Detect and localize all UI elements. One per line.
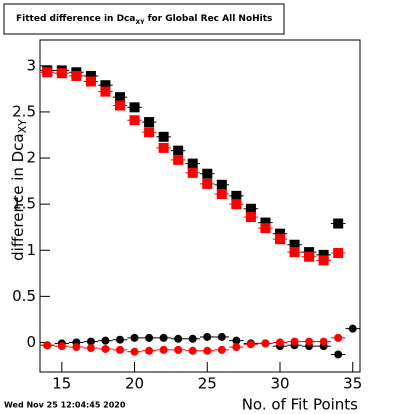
circle-marker bbox=[261, 339, 270, 348]
circle-marker bbox=[174, 334, 183, 343]
circle-marker bbox=[246, 340, 255, 349]
y-tick-label: 1 bbox=[26, 241, 36, 259]
plot-frame bbox=[39, 39, 361, 373]
square-marker bbox=[318, 255, 329, 266]
circle-marker bbox=[72, 343, 81, 352]
square-marker bbox=[202, 178, 213, 189]
y-tick-label: 0.5 bbox=[12, 287, 36, 305]
square-marker bbox=[304, 251, 315, 262]
circle-marker bbox=[86, 344, 95, 353]
y-tick-label: 3 bbox=[26, 56, 36, 74]
square-marker bbox=[245, 212, 256, 223]
square-marker bbox=[129, 115, 140, 126]
square-marker bbox=[173, 145, 184, 156]
square-marker bbox=[85, 76, 96, 87]
circle-marker bbox=[348, 324, 357, 333]
circle-marker bbox=[101, 336, 110, 345]
circle-marker bbox=[334, 350, 343, 359]
circle-marker bbox=[305, 337, 314, 346]
circle-marker bbox=[232, 336, 241, 345]
circle-marker bbox=[159, 333, 168, 342]
circle-marker bbox=[334, 333, 343, 342]
chart-title: Fitted difference in DcaXY for Global Re… bbox=[16, 14, 272, 26]
y-axis-label: difference in DcaXY bbox=[9, 119, 30, 261]
circle-marker bbox=[217, 345, 226, 354]
x-tick-label: 25 bbox=[198, 375, 217, 393]
circle-marker bbox=[290, 337, 299, 346]
square-marker bbox=[333, 248, 344, 259]
square-marker bbox=[144, 117, 155, 128]
title-rest: for Global Rec All NoHits bbox=[144, 14, 272, 24]
square-marker bbox=[275, 228, 285, 239]
circle-marker bbox=[130, 347, 139, 356]
x-tick-label: 35 bbox=[343, 375, 362, 393]
circle-marker bbox=[188, 334, 197, 343]
circle-marker bbox=[145, 346, 154, 355]
square-marker bbox=[100, 80, 111, 91]
title-subscript: XY bbox=[135, 19, 145, 26]
circle-marker bbox=[145, 333, 154, 342]
circle-marker bbox=[101, 344, 110, 353]
circle-marker bbox=[232, 343, 241, 352]
square-marker bbox=[245, 203, 256, 214]
title-main: Fitted difference in Dca bbox=[16, 14, 135, 24]
x-axis-label: No. of Fit Points bbox=[242, 396, 358, 414]
square-marker bbox=[115, 92, 125, 103]
square-marker bbox=[289, 239, 300, 250]
square-marker bbox=[231, 190, 242, 201]
circle-marker bbox=[217, 332, 226, 341]
title-box bbox=[3, 3, 285, 35]
circle-marker bbox=[276, 338, 284, 347]
square-marker bbox=[231, 199, 242, 210]
x-tick-label: 15 bbox=[52, 375, 71, 393]
square-marker bbox=[202, 168, 213, 179]
square-marker bbox=[275, 234, 285, 245]
x-tick-label: 30 bbox=[270, 375, 289, 393]
square-marker bbox=[71, 70, 82, 81]
y-label-main: difference in Dca bbox=[9, 133, 27, 261]
square-marker bbox=[260, 223, 271, 234]
circle-marker bbox=[116, 345, 124, 354]
square-marker bbox=[187, 167, 198, 178]
square-marker bbox=[158, 142, 169, 153]
square-marker bbox=[260, 217, 271, 228]
square-marker bbox=[318, 249, 329, 260]
circle-marker bbox=[57, 342, 66, 351]
square-marker bbox=[216, 179, 227, 190]
square-marker bbox=[333, 218, 344, 229]
y-label-subscript: XY bbox=[16, 119, 29, 134]
y-tick-label: 1.5 bbox=[12, 195, 36, 213]
y-tick-label: 2.5 bbox=[12, 102, 36, 120]
square-marker bbox=[85, 70, 96, 81]
circle-marker bbox=[130, 333, 139, 342]
circle-marker bbox=[174, 345, 183, 354]
square-marker bbox=[216, 189, 227, 200]
circle-marker bbox=[86, 337, 95, 346]
circle-marker bbox=[188, 346, 197, 355]
square-marker bbox=[115, 100, 125, 111]
square-marker bbox=[289, 247, 300, 258]
square-marker bbox=[56, 68, 67, 79]
circle-marker bbox=[43, 341, 52, 350]
square-marker bbox=[100, 86, 111, 97]
circle-marker bbox=[319, 337, 328, 346]
square-marker bbox=[173, 154, 184, 165]
square-marker bbox=[158, 131, 169, 142]
circle-marker bbox=[203, 332, 212, 341]
y-tick-label: 2 bbox=[26, 149, 36, 167]
square-marker bbox=[144, 127, 155, 138]
circle-marker bbox=[203, 346, 212, 355]
circle-marker bbox=[116, 335, 124, 344]
square-marker bbox=[129, 102, 140, 113]
circle-marker bbox=[159, 345, 168, 354]
square-marker bbox=[187, 158, 198, 169]
date-stamp: Wed Nov 25 12:04:45 2020 bbox=[4, 401, 126, 410]
square-marker bbox=[42, 67, 53, 78]
x-tick-label: 20 bbox=[125, 375, 144, 393]
y-tick-label: 0 bbox=[26, 333, 36, 351]
